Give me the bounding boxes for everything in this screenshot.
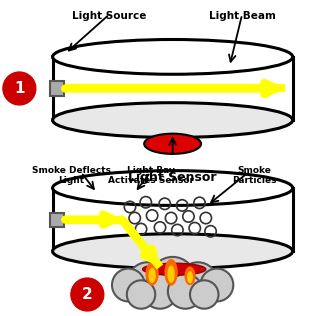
Ellipse shape (148, 268, 156, 283)
Text: 2: 2 (82, 287, 93, 302)
Text: 1: 1 (14, 81, 25, 96)
Ellipse shape (144, 134, 201, 154)
Ellipse shape (164, 259, 178, 286)
Ellipse shape (146, 262, 159, 286)
Ellipse shape (52, 103, 293, 137)
Text: Light Sensor: Light Sensor (128, 171, 217, 184)
Circle shape (71, 278, 104, 311)
Ellipse shape (52, 234, 293, 269)
Text: Light Ray
Activates Sensor: Light Ray Activates Sensor (108, 166, 194, 185)
Circle shape (143, 274, 177, 309)
Bar (50, 82, 64, 95)
Circle shape (127, 280, 155, 309)
Ellipse shape (185, 266, 196, 285)
Text: Smoke Deflects
Light: Smoke Deflects Light (32, 166, 111, 185)
Ellipse shape (167, 265, 175, 283)
Ellipse shape (52, 171, 293, 205)
Ellipse shape (52, 40, 293, 74)
Circle shape (150, 257, 196, 302)
Text: Light Beam: Light Beam (209, 11, 276, 21)
Bar (50, 213, 64, 227)
Ellipse shape (143, 263, 206, 275)
Circle shape (190, 280, 219, 309)
Ellipse shape (187, 271, 193, 283)
Circle shape (3, 72, 36, 105)
Circle shape (168, 274, 203, 309)
Text: Light Source: Light Source (72, 11, 147, 21)
Bar (52, 57, 293, 120)
Text: Smoke
Particles: Smoke Particles (233, 166, 277, 185)
Circle shape (128, 262, 167, 301)
Circle shape (178, 262, 218, 301)
Circle shape (112, 269, 145, 301)
Bar (52, 188, 293, 251)
Circle shape (200, 269, 233, 301)
